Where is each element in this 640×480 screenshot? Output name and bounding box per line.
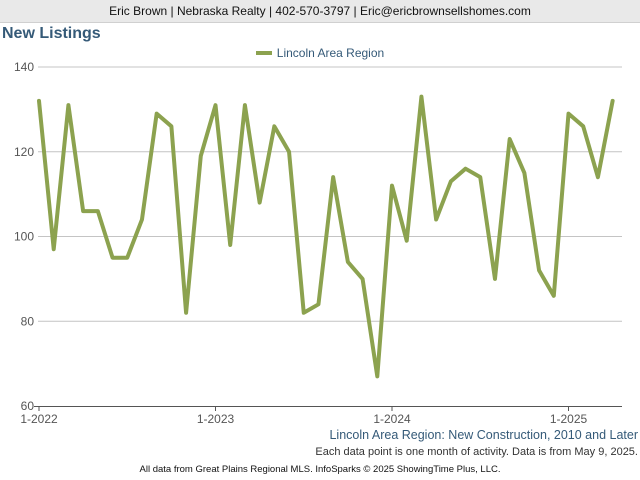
data-note: Each data point is one month of activity… bbox=[315, 446, 638, 458]
x-tick-label: 1-2025 bbox=[550, 412, 588, 426]
y-tick-label: 80 bbox=[21, 314, 35, 328]
series-line-lincoln-area-region bbox=[37, 94, 615, 379]
x-tick-label: 1-2024 bbox=[373, 412, 411, 426]
chart-title: New Listings bbox=[2, 25, 101, 42]
legend-swatch-icon bbox=[255, 50, 272, 55]
x-tick-label: 1-2023 bbox=[197, 412, 235, 426]
legend-label: Lincoln Area Region bbox=[276, 46, 385, 60]
contact-header: Eric Brown | Nebraska Realty | 402-570-3… bbox=[0, 0, 640, 23]
y-tick-label: 60 bbox=[21, 399, 35, 413]
chart-legend: Lincoln Area Region bbox=[0, 46, 640, 60]
y-tick-label: 100 bbox=[14, 230, 34, 244]
data-source-footer: All data from Great Plains Regional MLS.… bbox=[139, 464, 501, 475]
contact-line: Eric Brown | Nebraska Realty | 402-570-3… bbox=[109, 4, 531, 18]
x-tick-label: 1-2022 bbox=[20, 412, 58, 426]
y-tick-label: 120 bbox=[14, 145, 34, 159]
y-tick-label: 140 bbox=[14, 60, 34, 74]
chart-subtitle: Lincoln Area Region: New Construction, 2… bbox=[329, 428, 638, 442]
